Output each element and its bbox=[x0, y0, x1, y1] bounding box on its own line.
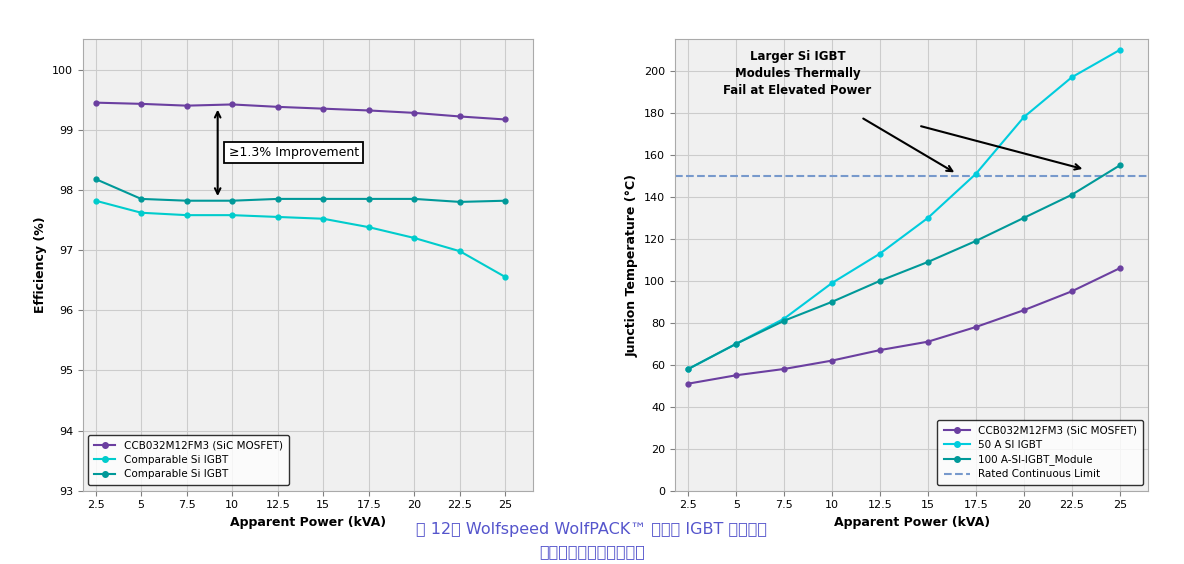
Legend: CCB032M12FM3 (SiC MOSFET), 50 A SI IGBT, 100 A-SI-IGBT_Module, Rated Continuous : CCB032M12FM3 (SiC MOSFET), 50 A SI IGBT,… bbox=[938, 420, 1144, 486]
Y-axis label: Efficiency (%): Efficiency (%) bbox=[33, 217, 46, 314]
Text: Larger Si IGBT
Modules Thermally
Fail at Elevated Power: Larger Si IGBT Modules Thermally Fail at… bbox=[723, 50, 871, 97]
X-axis label: Apparent Power (kVA): Apparent Power (kVA) bbox=[834, 516, 990, 529]
Text: 在效率和热学方面的比较: 在效率和热学方面的比较 bbox=[539, 544, 645, 559]
Text: 图 12： Wolfspeed WolfPACK™ 模块与 IGBT 解决方案: 图 12： Wolfspeed WolfPACK™ 模块与 IGBT 解决方案 bbox=[417, 522, 767, 536]
Legend: CCB032M12FM3 (SiC MOSFET), Comparable Si IGBT, Comparable Si IGBT: CCB032M12FM3 (SiC MOSFET), Comparable Si… bbox=[88, 435, 289, 486]
Text: ≥1.3% Improvement: ≥1.3% Improvement bbox=[229, 146, 359, 159]
X-axis label: Apparent Power (kVA): Apparent Power (kVA) bbox=[230, 516, 386, 529]
Y-axis label: Junction Temperature (°C): Junction Temperature (°C) bbox=[625, 174, 638, 356]
